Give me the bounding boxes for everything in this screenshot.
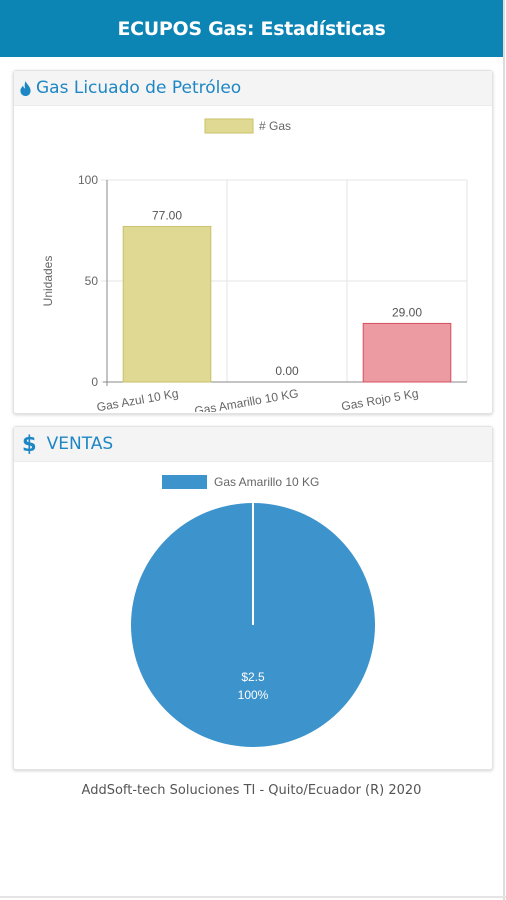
legend-swatch: [204, 118, 254, 134]
y-tick-label: 0: [91, 375, 98, 389]
gas-panel-header: Gas Licuado de Petróleo: [14, 71, 492, 106]
frame-border-right: [503, 0, 505, 900]
ventas-pie-chart: Gas Amarillo 10 KG $2.5 100%: [131, 475, 375, 747]
gas-stats-panel: Gas Licuado de Petróleo # Gas 0 50 100 Unida…: [13, 70, 493, 414]
y-tick-label: 50: [85, 274, 99, 288]
dollar-icon: $: [22, 432, 37, 456]
pie-value-label: $2.5: [241, 670, 265, 684]
bar: [362, 322, 452, 383]
pie-percent-label: 100%: [238, 688, 269, 702]
x-category-label: Gas Azul 10 Kg: [96, 386, 180, 412]
gas-bar-chart: # Gas 0 50 100 Unidades 77.00 0.00 29.00 Gas Azu…: [41, 118, 468, 412]
ventas-panel-title: VENTAS: [46, 434, 114, 454]
frame-border-bottom: [0, 896, 506, 898]
gas-panel-title: Gas Licuado de Petróleo: [36, 78, 242, 98]
app-header: ECUPOS Gas: Estadísticas: [0, 0, 503, 57]
legend-label: # Gas: [259, 119, 291, 133]
y-axis-label: Unidades: [41, 256, 55, 307]
flame-icon: [20, 80, 31, 96]
ventas-panel-header: $ VENTAS: [14, 427, 492, 462]
bar: [122, 225, 212, 383]
bar-value-label: 0.00: [275, 364, 299, 378]
bar-value-label: 29.00: [392, 305, 422, 319]
x-category-label: Gas Rojo 5 Kg: [340, 386, 419, 412]
legend-label: Gas Amarillo 10 KG: [214, 475, 319, 489]
ventas-panel: $ VENTAS Gas Amarillo 10 KG $2.5 100%: [13, 426, 493, 770]
x-category-label: Gas Amarillo 10 KG: [193, 386, 299, 412]
app-title: ECUPOS Gas: Estadísticas: [117, 17, 386, 40]
bar-value-label: 77.00: [152, 208, 182, 222]
footer-text: AddSoft-tech Soluciones TI - Quito/Ecuad…: [81, 783, 422, 798]
y-tick-label: 100: [78, 173, 98, 187]
legend-swatch: [162, 475, 207, 489]
